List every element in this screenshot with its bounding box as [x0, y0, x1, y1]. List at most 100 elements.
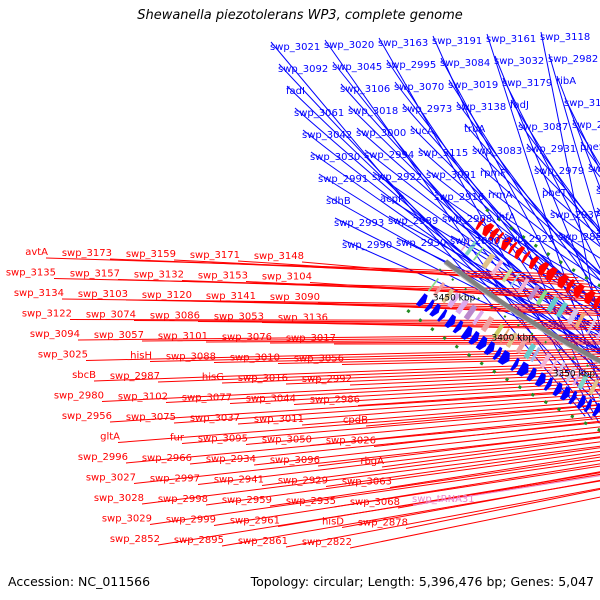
leader-line [349, 496, 600, 549]
forward-gene-label: pheS [580, 142, 600, 153]
leader-line [237, 396, 600, 425]
forward-cog-block [472, 310, 485, 326]
leader-line [269, 456, 600, 507]
forward-cog-block [572, 370, 582, 386]
reverse-gene-label: swp_2980 [54, 391, 104, 402]
reverse-gene-label: gltA [100, 432, 120, 443]
forward-gene-label: swp_2979 [534, 166, 584, 177]
leader-line [381, 437, 600, 468]
forward-gene-arrow [492, 346, 503, 361]
reverse-gene-arrow [482, 222, 495, 237]
forward-gene-label: swp_2923 [504, 234, 554, 245]
reverse-gene-arrow [507, 241, 518, 255]
forward-cog-block [555, 361, 566, 377]
leader-line [149, 351, 600, 362]
leader-line [213, 465, 600, 526]
forward-gene-label: swp_2931 [526, 144, 576, 155]
reverse-gene-arrow [557, 274, 570, 289]
forward-cog-block [480, 315, 495, 333]
reverse-gene-label: swp_2996 [78, 452, 128, 463]
reverse-cog-block [517, 277, 530, 294]
forward-gene-label: swp_3105 [564, 98, 600, 109]
leader-line [197, 436, 600, 485]
forward-cog-block [548, 357, 559, 373]
reverse-gene-arrow [521, 250, 531, 264]
leader-line [133, 431, 600, 484]
leader-line [133, 320, 600, 324]
leader-line [285, 370, 600, 385]
leader-line [285, 487, 600, 548]
forward-gene-label: swp_3020 [324, 40, 374, 51]
forward-gene-label: swp_3000 [356, 128, 406, 139]
forward-gene-arrow [483, 341, 495, 356]
reverse-gene-label: swp_3120 [142, 290, 192, 301]
forward-cog-block [565, 366, 576, 383]
feature-rings [415, 217, 600, 417]
leader-line [149, 459, 600, 525]
leader-line [237, 260, 590, 285]
forward-gene-label: swp_2989 [388, 216, 438, 227]
leader-line [342, 239, 600, 355]
forward-gene-label: swp_2898 [596, 208, 600, 219]
reverse-gene-label: swp_2929 [278, 476, 328, 487]
reverse-gene-label: swp_3135 [6, 268, 56, 279]
reverse-gene-label: swp_3037 [190, 413, 240, 424]
reverse-gene-label: swp_2998 [158, 494, 208, 505]
reverse-gene-label: swp_3011 [254, 414, 304, 425]
forward-gene-label: swp_3118 [540, 32, 590, 43]
forward-gene-arrow [475, 335, 488, 351]
forward-gene-label: swp_3115 [418, 148, 468, 159]
reverse-cog-block [574, 312, 586, 329]
forward-gene-label: ribA [556, 76, 576, 87]
leader-line [412, 475, 600, 506]
leader-line [504, 233, 600, 290]
leader-line [85, 348, 600, 361]
reverse-gene-label: swp_2934 [206, 454, 256, 465]
forward-cog-block [446, 292, 461, 309]
reverse-gene-label: swp_3028 [94, 493, 144, 504]
leader-line [213, 353, 600, 363]
reverse-gene-label: swp_3122 [22, 309, 72, 320]
reverse-gene-label: swp_2997 [150, 474, 200, 485]
leader-line [341, 358, 600, 365]
leader-line [480, 167, 600, 273]
reverse-gene-label: swp_3063 [342, 477, 392, 488]
reverse-cog-block [464, 240, 478, 256]
backbone-highlight [443, 262, 600, 365]
forward-cog-block [492, 323, 505, 340]
forward-gene-label: swp_3032 [494, 56, 544, 67]
forward-gene-arrow [444, 314, 457, 329]
reverse-gene-label: swp_3025 [38, 350, 88, 361]
leader-line [286, 85, 600, 388]
forward-gene-label: swp_3045 [332, 62, 382, 73]
reverse-gene-label: swp_3074 [86, 310, 136, 321]
forward-gene-label: swp_3030 [310, 152, 360, 163]
reverse-gene-label: swp_3016 [238, 373, 288, 384]
forward-gene-arrow [559, 386, 571, 401]
reverse-cog-block [509, 272, 521, 288]
reverse-gene-label: swp_3090 [270, 292, 320, 303]
forward-cog-block [427, 278, 439, 292]
forward-cog-block [499, 328, 510, 343]
reverse-gene-label: swp_3102 [118, 392, 168, 403]
leader-line [269, 341, 600, 344]
forward-gene-label: swp_3163 [378, 38, 428, 49]
forward-gene-arrow [516, 361, 529, 377]
leader-line [357, 388, 600, 406]
leader-line [326, 195, 600, 350]
leader-line [301, 400, 600, 426]
forward-gene-label: rrmA [488, 190, 513, 201]
forward-gene-label: swp_2875 [596, 230, 600, 241]
leader-line [221, 367, 600, 384]
forward-gene-label: swp_3018 [348, 106, 398, 117]
leader-line [341, 479, 600, 528]
forward-gene-arrow [534, 372, 546, 387]
reverse-gene-label: swp_3136 [278, 313, 328, 324]
reverse-gene-label: swp_3010 [230, 353, 280, 364]
forward-cog-block [588, 379, 600, 396]
forward-cog-block [523, 343, 537, 360]
ruler-tick-label: 3450 kbp [433, 294, 476, 304]
leader-line [325, 447, 600, 487]
reverse-cog-block [535, 289, 548, 306]
